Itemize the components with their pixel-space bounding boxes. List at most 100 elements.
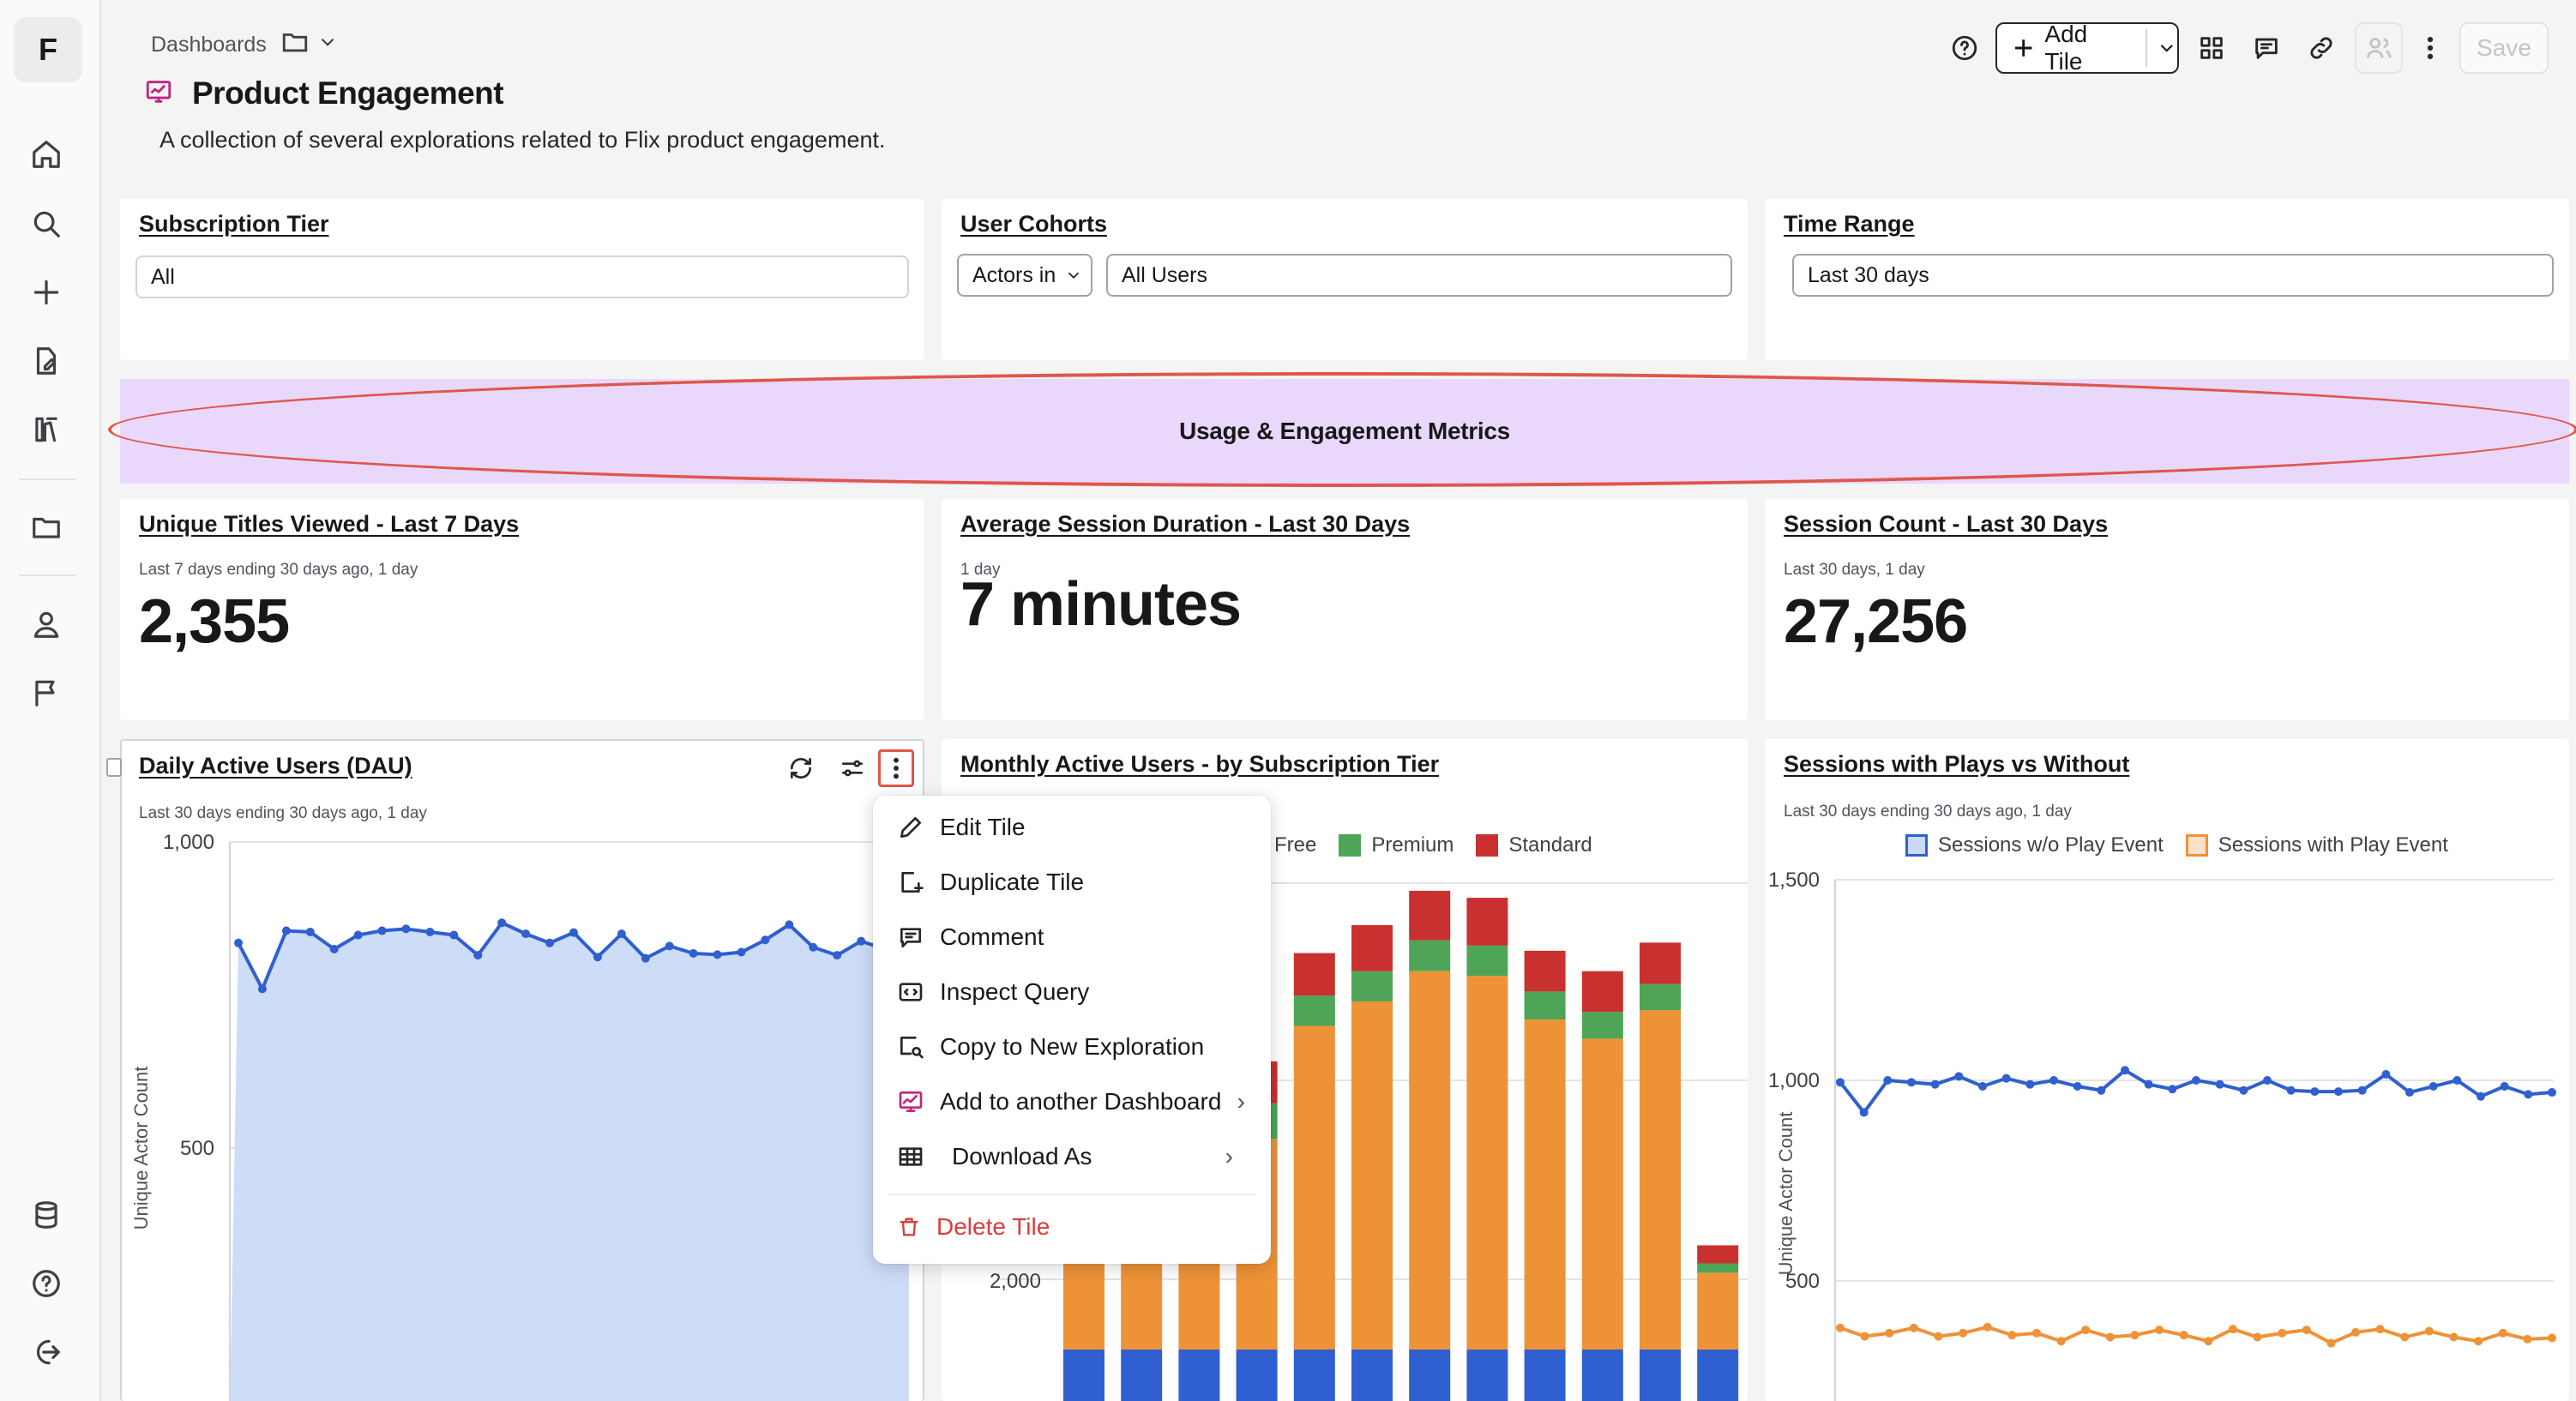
- chevron-right-icon: ›: [1237, 1088, 1245, 1115]
- series-point: [2031, 1328, 2041, 1338]
- menu-item-inspect-query[interactable]: Inspect Query: [897, 972, 1257, 1012]
- series-point: [1930, 1079, 1940, 1089]
- tile-menu-button[interactable]: [878, 749, 914, 787]
- help-icon[interactable]: [1945, 24, 1984, 72]
- breadcrumb-dashboards[interactable]: Dashboards: [151, 32, 267, 57]
- menu-item-copy-to-exploration[interactable]: Copy to New Exploration: [897, 1027, 1257, 1067]
- series-point: [2498, 1328, 2507, 1338]
- legend-label-free: Free: [1274, 833, 1317, 857]
- filter-user-cohorts: User Cohorts Actors in All Users: [942, 199, 1748, 360]
- database-icon[interactable]: [27, 1195, 66, 1235]
- bar-segment-premium: [1697, 1263, 1739, 1273]
- share-users-button[interactable]: [2355, 22, 2403, 74]
- user-icon[interactable]: [27, 604, 66, 644]
- logout-icon[interactable]: [27, 1332, 66, 1372]
- bar-segment-standard: [1351, 925, 1393, 971]
- series-point: [2357, 1085, 2367, 1095]
- series-line: [1839, 1325, 2553, 1345]
- more-vertical-icon[interactable]: [2413, 24, 2447, 72]
- metric-subtitle: Last 7 days ending 30 days ago, 1 day: [139, 561, 418, 579]
- plus-icon[interactable]: [27, 273, 66, 312]
- menu-item-comment[interactable]: Comment: [897, 917, 1257, 957]
- chevron-down-icon[interactable]: [2156, 37, 2177, 59]
- sidebar: F: [0, 0, 101, 1401]
- cohort-mode-select[interactable]: Actors in: [957, 254, 1092, 297]
- dau-point: [617, 929, 626, 939]
- help-icon[interactable]: [27, 1264, 66, 1303]
- dau-point: [641, 953, 650, 963]
- metric-title[interactable]: Average Session Duration - Last 30 Days: [960, 511, 1411, 537]
- dau-point: [833, 951, 842, 960]
- bar-segment-standard: [1409, 890, 1451, 941]
- dau-point: [785, 920, 794, 929]
- chevron-down-icon[interactable]: [316, 31, 339, 59]
- add-tile-button[interactable]: Add Tile: [1995, 21, 2179, 75]
- sessions-legend: Sessions w/o Play Event Sessions with Pl…: [1905, 833, 2448, 857]
- series-point: [2405, 1088, 2414, 1097]
- folder-icon[interactable]: [280, 27, 310, 63]
- copy-exploration-icon: [900, 1037, 924, 1059]
- comment-icon[interactable]: [2247, 24, 2286, 72]
- cohort-mode-label: Actors in: [972, 262, 1056, 287]
- series-point: [2025, 1079, 2035, 1089]
- page-title[interactable]: Product Engagement: [192, 75, 504, 111]
- menu-item-delete-tile[interactable]: Delete Tile: [897, 1207, 1257, 1247]
- home-icon[interactable]: [27, 135, 66, 174]
- grid-layout-icon[interactable]: [2192, 24, 2231, 72]
- bar-segment-standard: [1466, 898, 1508, 946]
- flag-icon[interactable]: [27, 673, 66, 713]
- filter-settings-icon[interactable]: [834, 749, 871, 787]
- save-button[interactable]: Save: [2459, 22, 2549, 74]
- series-point: [2548, 1088, 2556, 1097]
- drag-handle-icon[interactable]: [106, 758, 122, 777]
- dau-point: [449, 930, 459, 940]
- bar-base-segment: [1581, 1350, 1623, 1401]
- series-point: [2130, 1331, 2140, 1340]
- folder-icon[interactable]: [27, 508, 66, 547]
- menu-item-download-as[interactable]: Download As ›: [897, 1137, 1257, 1176]
- dau-point: [234, 938, 243, 947]
- metric-title[interactable]: Unique Titles Viewed - Last 7 Days: [139, 511, 520, 537]
- app-logo[interactable]: F: [14, 17, 82, 82]
- dau-point: [473, 951, 483, 960]
- series-point: [2453, 1076, 2462, 1085]
- search-icon[interactable]: [27, 204, 66, 244]
- subscription-tier-select[interactable]: All: [135, 256, 909, 298]
- series-point: [2449, 1332, 2459, 1342]
- dau-point: [569, 928, 578, 937]
- bar-segment-premium: [1351, 971, 1393, 1001]
- comment-icon: [900, 928, 921, 947]
- series-point: [1959, 1328, 1968, 1338]
- series-point: [2155, 1326, 2164, 1335]
- lab-icon[interactable]: [27, 410, 66, 449]
- series-point: [2500, 1082, 2509, 1091]
- filter-title: Subscription Tier: [139, 211, 329, 237]
- refresh-icon[interactable]: [782, 749, 820, 787]
- chart-title[interactable]: Monthly Active Users - by Subscription T…: [960, 751, 1440, 777]
- series-point: [1983, 1322, 1992, 1332]
- series-point: [2375, 1325, 2385, 1334]
- menu-item-add-to-dashboard[interactable]: Add to another Dashboard ›: [897, 1082, 1257, 1121]
- menu-item-edit-tile[interactable]: Edit Tile: [897, 808, 1257, 847]
- series-point: [1859, 1108, 1869, 1117]
- metric-value: 27,256: [1784, 587, 1968, 656]
- bar-segment-premium: [1466, 945, 1508, 977]
- chart-title[interactable]: Daily Active Users (DAU): [139, 753, 412, 779]
- chart-title[interactable]: Sessions with Plays vs Without: [1784, 751, 2130, 777]
- dashboard-icon: [144, 77, 173, 111]
- bar-segment-free: [1409, 971, 1451, 1350]
- y-tick-label: 500: [1785, 1270, 1820, 1293]
- menu-item-duplicate-tile[interactable]: Duplicate Tile: [897, 863, 1257, 902]
- metric-title[interactable]: Session Count - Last 30 Days: [1784, 511, 2109, 537]
- cohort-value-input[interactable]: All Users: [1106, 254, 1732, 297]
- series-point: [2097, 1085, 2106, 1095]
- trash-icon: [900, 1218, 918, 1236]
- edit-document-icon[interactable]: [27, 341, 66, 381]
- time-range-input[interactable]: Last 30 days: [1792, 254, 2554, 297]
- link-icon[interactable]: [2302, 24, 2341, 72]
- legend-swatch-premium: [1339, 834, 1362, 857]
- series-point: [1978, 1082, 1987, 1091]
- bar-base-segment: [1697, 1350, 1739, 1401]
- dau-point: [761, 935, 770, 945]
- chart-card-dau: Daily Active Users (DAU) Last 30 days en…: [120, 739, 924, 1401]
